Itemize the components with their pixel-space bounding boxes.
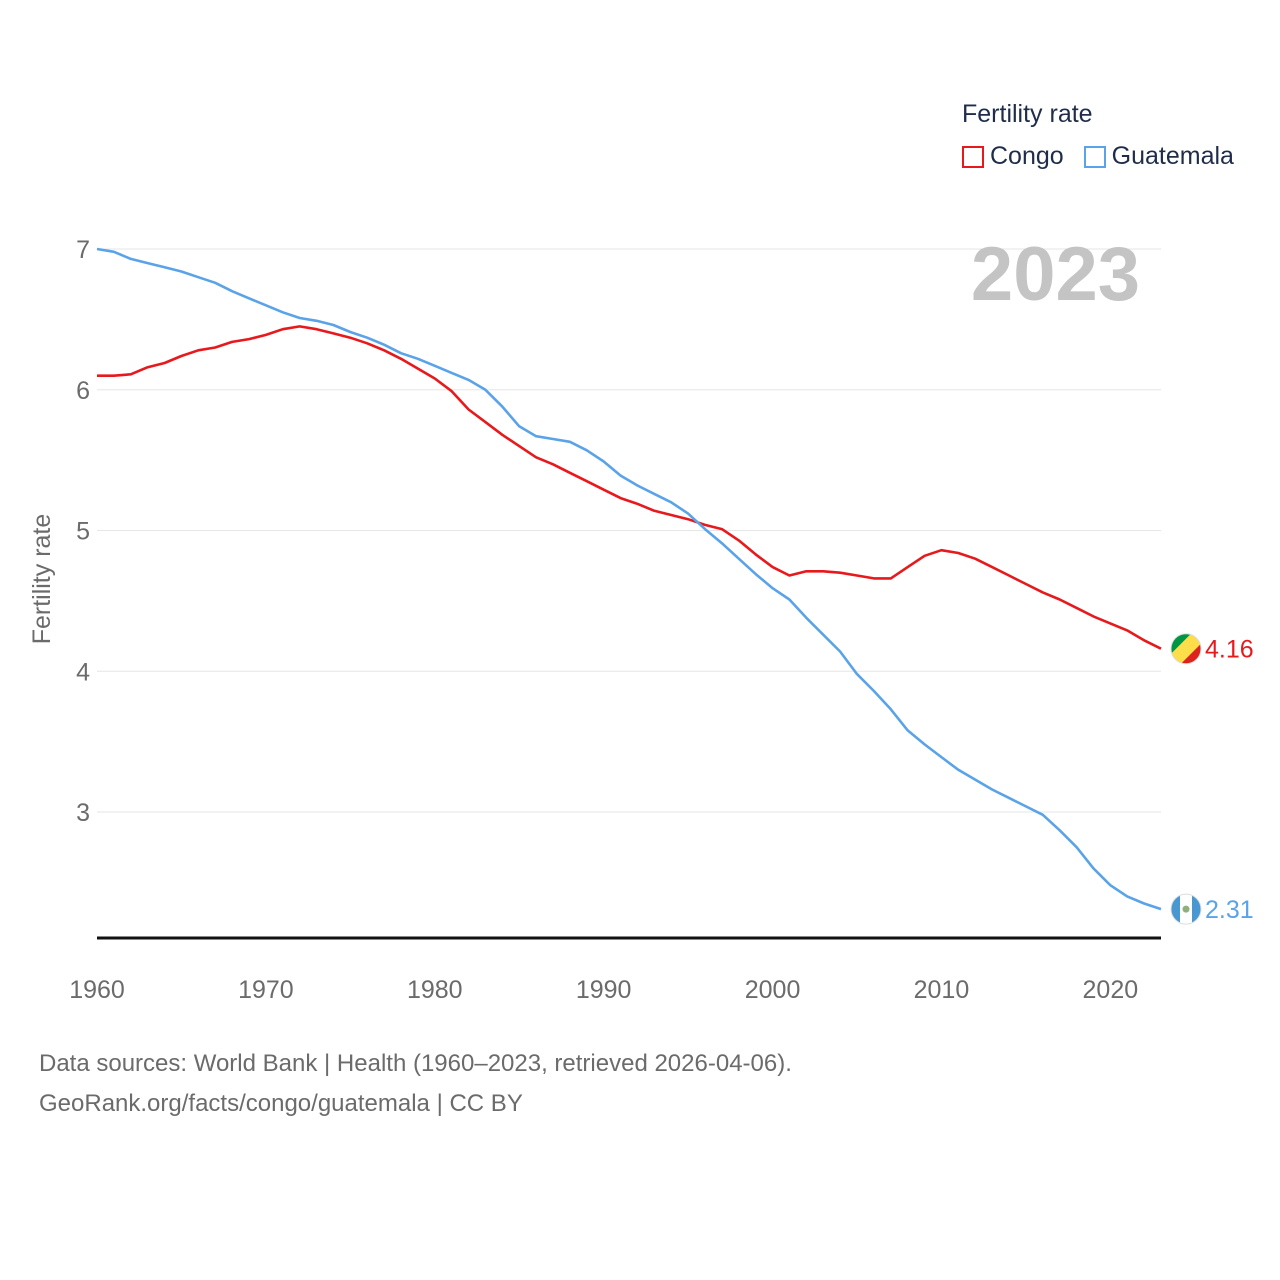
license-line: GeoRank.org/facts/congo/guatemala | CC B… xyxy=(39,1090,523,1117)
y-axis-ticks: 3 4 5 6 7 xyxy=(76,236,90,827)
series-lines xyxy=(96,247,1162,911)
series-line-congo xyxy=(97,325,1162,650)
year-watermark: 2023 xyxy=(971,232,1140,317)
x-tick-2000: 2000 xyxy=(745,976,801,1004)
x-axis-ticks: 1960 1970 1980 1990 2000 2010 2020 xyxy=(69,976,1138,1004)
sources-line: Data sources: World Bank | Health (1960–… xyxy=(39,1050,792,1077)
y-tick-6: 6 xyxy=(76,377,90,405)
y-tick-7: 7 xyxy=(76,236,90,264)
end-label-congo: 4.16 xyxy=(1205,636,1254,664)
end-label-guatemala: 2.31 xyxy=(1205,896,1254,924)
congo-flag-icon xyxy=(1170,633,1202,665)
x-tick-1990: 1990 xyxy=(576,976,632,1004)
legend-swatch-congo xyxy=(962,145,984,168)
x-tick-1960: 1960 xyxy=(69,976,125,1004)
series-end-markers: 4.16 2.31 xyxy=(1170,633,1254,925)
legend-swatch-guatemala xyxy=(1083,145,1106,168)
legend-title: Fertility rate xyxy=(962,100,1093,128)
guatemala-flag-icon xyxy=(1170,893,1202,925)
y-tick-3: 3 xyxy=(76,799,90,827)
legend-item-congo[interactable]: Congo xyxy=(962,142,1064,171)
legend-label-guatemala: Guatemala xyxy=(1111,142,1234,170)
y-tick-4: 4 xyxy=(76,658,90,686)
y-axis-label: Fertility rate xyxy=(28,514,56,645)
series-line-guatemala xyxy=(96,247,1162,911)
x-tick-2020: 2020 xyxy=(1083,976,1139,1004)
legend-item-guatemala[interactable]: Guatemala xyxy=(1083,142,1234,171)
grid-lines xyxy=(97,248,1161,813)
data-sources: Data sources: World Bank | Health (1960–… xyxy=(39,1044,792,1124)
legend-label-congo: Congo xyxy=(990,142,1064,170)
x-tick-2010: 2010 xyxy=(914,976,970,1004)
legend: Congo Guatemala xyxy=(962,142,1254,171)
x-tick-1970: 1970 xyxy=(238,976,294,1004)
x-tick-1980: 1980 xyxy=(407,976,463,1004)
y-tick-5: 5 xyxy=(76,518,90,546)
